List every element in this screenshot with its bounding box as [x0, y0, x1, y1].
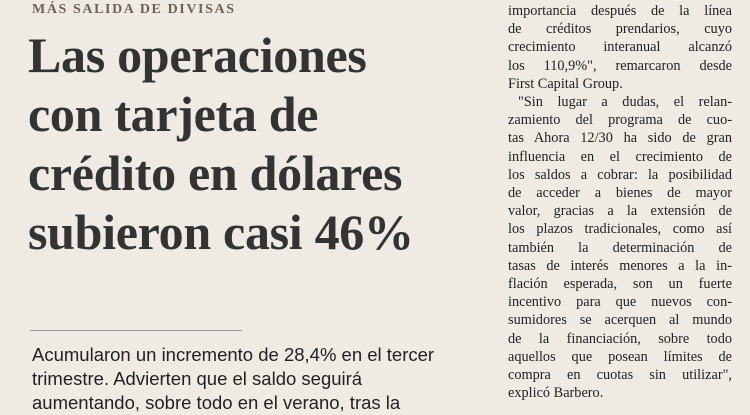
page: MÁS SALIDA DE DIVISAS Las operaciones con… [28, 2, 732, 413]
body-line: influencia en el crecimiento de [508, 148, 732, 165]
body-line: los plazos tradicionales, como así [508, 221, 732, 238]
body-line: tas Ahora 12/30 ha sido de gran [508, 130, 732, 147]
divider [30, 330, 242, 331]
body-line: tasas de interés menores a la in- [508, 257, 732, 274]
headline-line: crédito en dólares [28, 145, 403, 201]
body-line: explicó Barbero. [508, 385, 604, 402]
body-line: de la financiación, sobre todo [508, 330, 732, 347]
deck-line: Acumularon un incremento de 28,4% en el … [32, 344, 435, 365]
deck-line: aumentando, sobre todo en el verano, tra… [32, 392, 401, 413]
kicker: MÁS SALIDA DE DIVISAS [32, 2, 236, 17]
body-line: de créditos prendarios, cuyo [508, 21, 732, 38]
body-line: de acceder a bienes de mayor [508, 185, 732, 202]
body-line: compra en cuotas sin utilizar", [508, 367, 732, 384]
body-line: sumidores se acerquen al mundo [508, 312, 732, 329]
body-line: First Capital Group. [508, 75, 623, 92]
headline-line: con tarjeta de [28, 86, 319, 142]
headline-line: subieron casi 46% [28, 204, 414, 260]
body-line: "Sin lugar a dudas, el relan- [518, 94, 732, 111]
body-line: flación esperada, son un fuerte [508, 276, 732, 293]
body-line: incentivo para que nuevos con- [508, 294, 732, 311]
deck: Acumularon un incremento de 28,4% en el … [32, 343, 434, 415]
body-line: los saldos a cobrar: la posibilidad [508, 166, 732, 183]
body-column: importancia después de la línea de crédit… [508, 2, 732, 402]
body-line: valor, gracias a la extensión de [508, 203, 732, 220]
body-line: crecimiento interanual alcanzó [508, 39, 732, 56]
body-line: importancia después de la línea [508, 3, 732, 19]
deck-line: trimestre. Advierten que el saldo seguir… [32, 368, 363, 389]
body-line: zamiento del programa de cuo- [508, 112, 732, 129]
body-line: los 110,9%", remarcaron desde [508, 57, 732, 74]
body-line: también la determinación de [508, 239, 732, 256]
headline: Las operaciones con tarjeta de crédito en … [28, 26, 414, 262]
headline-line: Las operaciones [28, 27, 367, 83]
body-line: aquellos que posean límites de [508, 348, 732, 365]
